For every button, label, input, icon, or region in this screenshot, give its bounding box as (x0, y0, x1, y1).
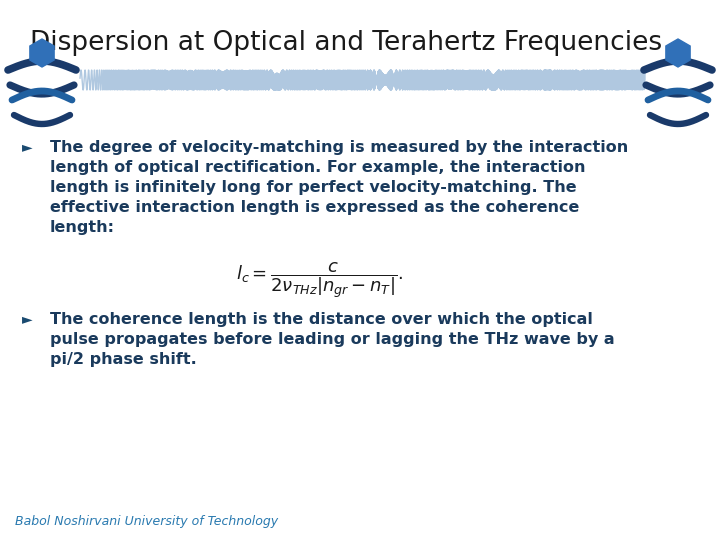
Text: The degree of velocity-matching is measured by the interaction: The degree of velocity-matching is measu… (50, 140, 629, 155)
Polygon shape (30, 39, 54, 67)
Polygon shape (666, 39, 690, 67)
Text: ►: ► (22, 312, 32, 326)
Text: pulse propagates before leading or lagging the THz wave by a: pulse propagates before leading or laggi… (50, 332, 615, 347)
Text: pi/2 phase shift.: pi/2 phase shift. (50, 352, 197, 367)
Text: effective interaction length is expressed as the coherence: effective interaction length is expresse… (50, 200, 580, 215)
Text: The coherence length is the distance over which the optical: The coherence length is the distance ove… (50, 312, 593, 327)
Text: $l_c = \dfrac{c}{2\nu_{THz}|n_{gr} - n_T|}.$: $l_c = \dfrac{c}{2\nu_{THz}|n_{gr} - n_T… (236, 260, 404, 300)
Text: Dispersion at Optical and Terahertz Frequencies: Dispersion at Optical and Terahertz Freq… (30, 30, 662, 56)
Text: Babol Noshirvani University of Technology: Babol Noshirvani University of Technolog… (15, 515, 278, 528)
Text: length:: length: (50, 220, 115, 235)
Text: length of optical rectification. For example, the interaction: length of optical rectification. For exa… (50, 160, 585, 175)
Text: length is infinitely long for perfect velocity-matching. The: length is infinitely long for perfect ve… (50, 180, 577, 195)
Text: ►: ► (22, 140, 32, 154)
